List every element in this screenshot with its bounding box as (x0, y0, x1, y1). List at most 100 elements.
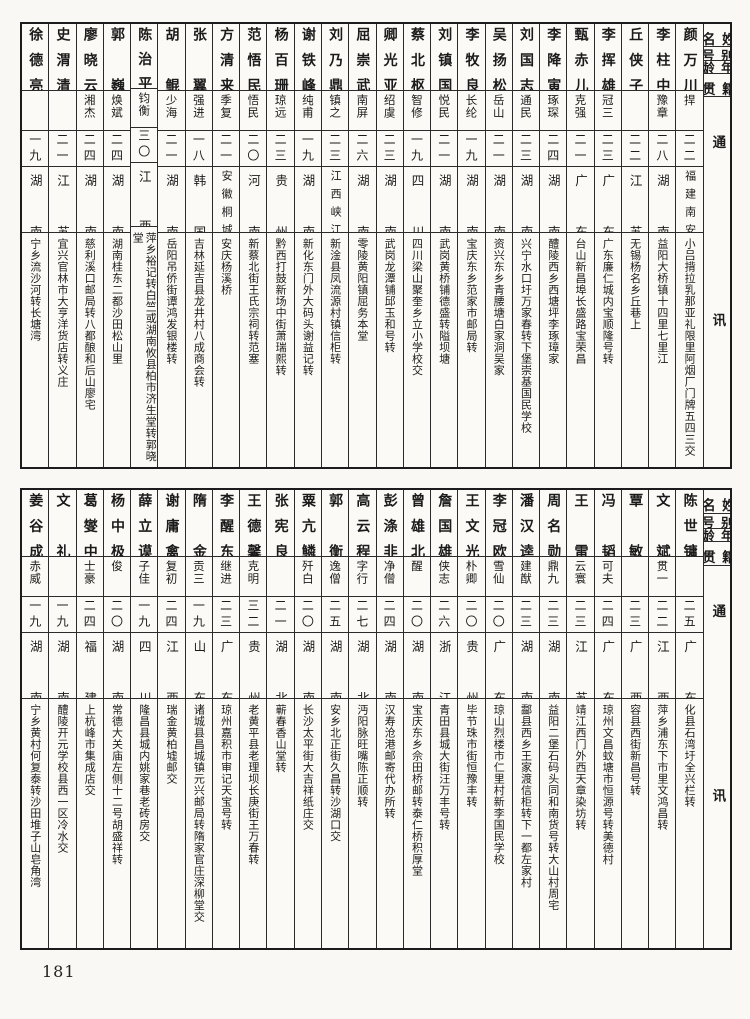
person-age: 二五 (327, 598, 342, 631)
person-alias: 建猷 (519, 560, 533, 585)
person-address: 醴陵西乡西塘坪李琢璋家 (546, 238, 560, 365)
person-address: 酃县西乡王家渡信柜转下一都左家村 (519, 704, 533, 888)
person-column: 冯韬 可夫 二四 广东 琼州文昌蚊塘市恒源号转美德村 (594, 490, 622, 948)
person-age: 二八 (654, 132, 669, 165)
person-native-place: 湖南 (54, 640, 70, 698)
person-alias: 克强 (573, 94, 588, 119)
person-column: 史渭清 二一 江苏 宜兴官林市大亨洋货店转义庄 (49, 24, 77, 467)
person-alias: 复初 (164, 560, 179, 585)
person-name: 刘国志 (518, 27, 534, 90)
person-native-place: 湖南 (491, 174, 507, 232)
header-column: 姓名 别号 年龄 籍贯 通讯处 (703, 490, 730, 948)
person-name: 彭涤非 (381, 493, 398, 556)
person-column: 郭巍 焕斌 二四 湖南 湖南桂东二都沙田松山里 (103, 24, 132, 467)
person-address: 隆昌县城内姚家巷老砖房交 (137, 704, 151, 842)
person-age: 二〇 (300, 598, 315, 631)
person-native-place: 湖南 (27, 640, 43, 698)
header-alias: 别号 (703, 49, 730, 61)
person-address: 湖南桂东二都沙田松山里 (110, 238, 124, 365)
person-age: 一九 (27, 132, 42, 165)
person-age: 二二 (682, 132, 697, 165)
person-native-place: 湖北 (273, 640, 289, 698)
person-alias: 少海 (164, 94, 179, 119)
person-alias: 镇之 (328, 94, 343, 119)
person-native-place: 福建南安 (683, 170, 697, 232)
person-address: 宜兴官林市大亨洋货店转义庄 (55, 238, 69, 388)
person-address: 益阳二堡石码头同和南货号转大山村周宅 (546, 704, 560, 911)
person-column: 刘镇国 悦民 二一 湖南 武岗黄桥铺德盛转隘坝塘 (431, 24, 459, 467)
person-alias: 醒 (409, 560, 424, 573)
person-name: 胡鲲 (163, 27, 180, 90)
person-address: 容县西街新昌号转 (628, 704, 642, 796)
page-number: 181 (42, 962, 76, 981)
person-column: 蔡北枢 智修 一九 四川 四川梁山聚奎乡立小学校交 (403, 24, 432, 467)
person-column: 颜万川 捍 二二 福建南安 小吕揹拉乳那亚礼限里阿烟厂门牌五四三交 (676, 24, 704, 467)
person-address: 无锡杨名乡丘巷上 (628, 238, 642, 330)
person-name: 史渭清 (54, 27, 71, 90)
person-native-place: 湖南 (300, 640, 316, 698)
person-name: 杨中极 (109, 493, 126, 556)
person-column: 徐德亮 一九 湖南 宁乡流沙河转长塘湾 (22, 24, 50, 467)
person-column: 王德馨 克明 三二 贵州 老黄平县老理坝长庚街王万春转 (240, 490, 268, 948)
person-column: 郭衡 逸僧 二五 湖南 安乡北正街久昌转沙湖口交 (322, 490, 350, 948)
person-native-place: 湖南 (382, 640, 398, 698)
person-age: 二一 (573, 132, 588, 165)
person-name: 李牧良 (463, 27, 480, 90)
person-native-place: 江苏 (627, 174, 643, 232)
person-address: 黔西打鼓新场中街萧瑞熙转 (274, 238, 288, 376)
person-address: 四川梁山聚奎乡立小学校交 (410, 238, 424, 376)
person-age: 三二 (245, 598, 260, 631)
person-column: 卿光亚 绍虞 二三 湖南 武岗龙潭铺邱玉和号转 (376, 24, 404, 467)
person-native-place: 贵州 (273, 174, 289, 232)
person-column: 屈崇武 南屏 二六 湖南 零陵黄阳镇屈务本堂 (349, 24, 377, 467)
person-name: 李柱中 (654, 27, 671, 90)
person-age: 二一 (54, 132, 69, 165)
person-alias: 通民 (519, 94, 533, 119)
person-alias: 冠三 (600, 94, 615, 119)
person-alias: 豫章 (655, 94, 670, 119)
person-address: 宝庆东乡范家市邮局转 (464, 238, 478, 353)
person-alias: 俊 (110, 560, 125, 573)
person-name: 郭巍 (109, 27, 126, 90)
person-name: 葛燮中 (81, 493, 98, 556)
person-column: 潘汉逵 建猷 二三 湖南 酃县西乡王家渡信柜转下一都左家村 (512, 490, 541, 948)
person-native-place: 河南 (245, 174, 261, 232)
person-address: 台山新昌埠长盛路宝荣昌 (574, 238, 588, 365)
person-name: 卿光亚 (381, 27, 398, 90)
person-alias: 朴卿 (464, 560, 479, 585)
person-age: 二三 (518, 132, 533, 165)
person-address: 新化东门外大码头谢益记转 (301, 238, 315, 376)
person-address: 常德大关庙左侧十二号胡盛祥转 (110, 704, 124, 865)
roster-table-bottom: 姓名 别号 年龄 籍贯 通讯处 陈世镛 二五 广东 化县石湾圩全兴栏转 文斌 贯… (20, 488, 732, 950)
person-native-place: 江西峡江 (329, 170, 343, 232)
person-address: 兴宁水口圩万家春转下堡崇基国民学校 (519, 238, 533, 434)
person-name: 文礼 (54, 493, 71, 556)
person-alias: 悦民 (437, 94, 452, 119)
person-native-place: 湖北 (354, 640, 370, 698)
person-alias: 绍虞 (382, 94, 397, 119)
person-alias: 焕斌 (110, 94, 125, 119)
person-column: 李降寅 琢琛 二四 湖南 醴陵西乡西塘坪李琢璋家 (540, 24, 568, 467)
person-column: 隋金 贡三 一九 山东 诸城县昌城镇元兴邮局转隋家官庄深柳堂交 (185, 490, 213, 948)
person-age: 二三 (518, 598, 533, 631)
person-age: 二三 (600, 132, 615, 165)
person-name: 谢铁峰 (299, 27, 316, 90)
person-alias: 贯一 (655, 560, 670, 585)
person-age: 二四 (545, 132, 560, 165)
person-address: 慈利溪口邮局转八都酿和后山廖宅 (83, 238, 97, 411)
person-name: 李冠欧 (490, 493, 507, 556)
person-age: 二六 (436, 598, 451, 631)
person-address: 新蔡北街王氏宗祠转范塞 (246, 238, 260, 365)
person-column: 薛立谟 子佳 一九 四川 隆昌县城内姚家巷老砖房交 (131, 490, 159, 948)
person-address: 诸城县昌城镇元兴邮局转隋家官庄深柳堂交 (192, 704, 206, 923)
person-alias: 云寰 (573, 560, 588, 585)
person-address: 益阳大桥镇十四里七里江 (655, 238, 669, 365)
person-age: 二七 (354, 598, 369, 631)
person-native-place: 山东 (191, 640, 207, 698)
person-name: 曾雄北 (408, 493, 425, 556)
person-name: 甄赤儿 (572, 27, 589, 90)
person-address: 毕节珠市街恒豫丰转 (464, 704, 478, 808)
person-native-place: 韩国 (191, 174, 207, 232)
person-alias: 悟民 (246, 94, 261, 119)
